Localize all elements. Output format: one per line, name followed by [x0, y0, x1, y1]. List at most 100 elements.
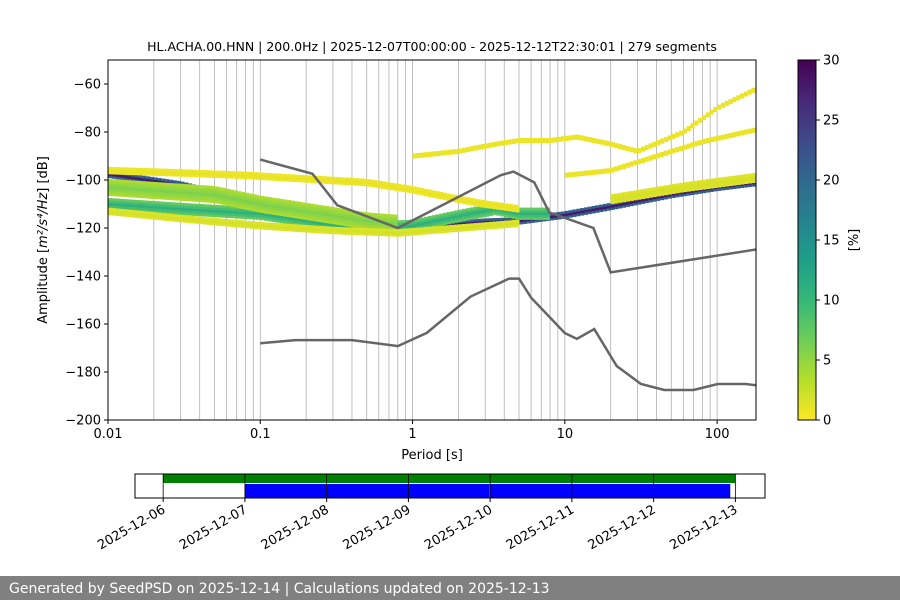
density-cell [439, 230, 444, 234]
density-cell [355, 222, 360, 226]
density-cell [184, 212, 189, 216]
density-cell [267, 197, 273, 200]
density-cell [484, 209, 490, 212]
density-cell [412, 224, 417, 227]
density-cell [503, 203, 509, 207]
density-cell [728, 178, 733, 182]
density-cell [446, 198, 451, 202]
density-cell [226, 210, 231, 214]
density-cell [484, 218, 490, 222]
density-cell [420, 152, 425, 156]
density-cell [393, 219, 398, 223]
density-cell [507, 222, 512, 226]
density-cell [309, 220, 314, 224]
density-cell [374, 228, 379, 232]
density-cell [153, 177, 158, 181]
density-cell [108, 190, 113, 194]
density-cell [519, 210, 524, 213]
density-cell [736, 131, 741, 134]
density-cell [237, 171, 242, 175]
density-cell [172, 192, 177, 196]
psd-plot: 0.01 0.1 1 10 100 −200−180−160−140−120−100−8… [65, 59, 757, 442]
density-cell [127, 192, 132, 195]
density-cell [226, 221, 231, 225]
density-cell [496, 143, 501, 147]
density-cell [629, 149, 634, 153]
density-cell [283, 201, 288, 205]
density-cell [450, 213, 455, 217]
density-cell [142, 215, 147, 219]
density-cell [195, 213, 200, 217]
density-cell [298, 179, 303, 183]
density-cell [427, 191, 432, 195]
density-cell [252, 216, 257, 220]
density-cell [736, 179, 741, 183]
density-cell [153, 210, 158, 214]
density-cell [283, 218, 288, 222]
colorbar-tick-label: 15 [823, 234, 840, 249]
density-cell [378, 180, 383, 184]
density-cell [344, 213, 349, 217]
density-cell [648, 197, 653, 201]
density-cell [739, 130, 745, 134]
density-cell [222, 223, 227, 227]
density-cell [115, 198, 120, 202]
density-cell [260, 210, 265, 213]
density-cell [614, 200, 619, 204]
density-cell [477, 221, 482, 224]
timeline-tick-label: 2025-12-10 [422, 502, 495, 553]
density-cell [374, 182, 379, 186]
density-cell [245, 195, 250, 198]
density-cell [248, 176, 253, 180]
density-cell [713, 138, 718, 142]
density-cell [427, 220, 432, 224]
density-cell [325, 218, 330, 221]
density-cell [458, 219, 463, 222]
density-cell [199, 213, 204, 217]
density-cell [439, 153, 444, 156]
density-cell [465, 210, 470, 214]
density-cell [644, 144, 649, 148]
density-cell [203, 174, 208, 178]
density-cell [660, 154, 665, 158]
density-cell [344, 232, 349, 235]
timeline-tick-label: 2025-12-06 [95, 502, 168, 553]
density-cell [454, 199, 459, 203]
density-cell [637, 199, 642, 203]
density-cell [203, 187, 208, 191]
density-cell [637, 161, 642, 165]
density-cell [157, 178, 162, 181]
density-cell [149, 186, 154, 190]
density-cell [363, 181, 368, 184]
density-cell [484, 203, 490, 206]
density-cell [625, 198, 631, 202]
density-cell [416, 227, 421, 231]
density-cell [515, 214, 520, 218]
density-cell [675, 132, 680, 135]
density-cell [709, 181, 714, 184]
y-axis-label-math: m²/s⁴/Hz [36, 192, 51, 248]
density-cell [374, 213, 379, 216]
density-cell [519, 221, 524, 225]
density-cell [267, 218, 273, 222]
density-cell [206, 190, 212, 194]
density-cell [168, 206, 174, 210]
density-cell [260, 200, 265, 204]
density-cell [275, 205, 280, 209]
density-cell [538, 217, 543, 220]
density-cell [222, 195, 227, 198]
density-cell [370, 215, 375, 218]
colorbar-tick-label: 30 [823, 54, 840, 69]
density-cell [279, 176, 284, 179]
density-cell [241, 176, 246, 180]
density-cell [431, 195, 436, 198]
density-cell [203, 219, 208, 223]
density-cell [229, 221, 234, 225]
density-cell [195, 218, 200, 222]
density-cell [610, 207, 615, 210]
density-cell [165, 171, 170, 174]
density-cell [302, 175, 307, 178]
density-cell [530, 212, 535, 216]
density-cell [237, 222, 242, 226]
density-cell [115, 189, 120, 192]
